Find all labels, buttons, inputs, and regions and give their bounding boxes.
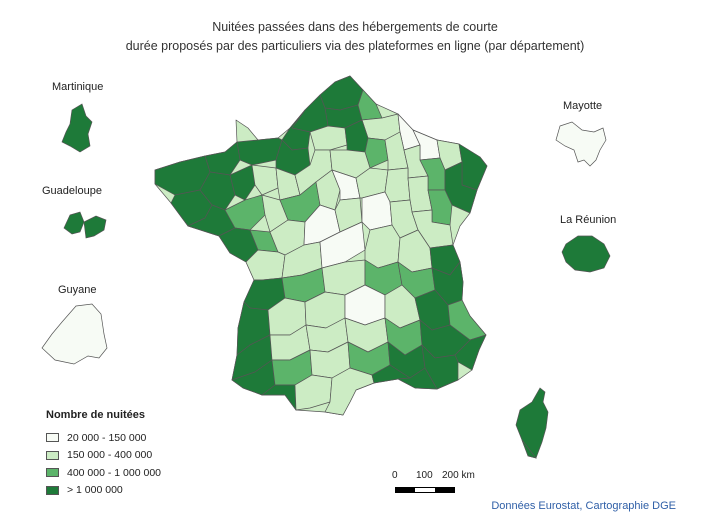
department xyxy=(357,89,383,121)
overseas-departments xyxy=(41,103,611,365)
department xyxy=(229,164,256,201)
scale-segment-black xyxy=(434,488,454,492)
scale-segment-black xyxy=(396,488,416,492)
legend: Nombre de nuitées 20 000 - 150 000 150 00… xyxy=(46,409,226,499)
scale-segment-white xyxy=(415,488,435,492)
legend-items: 20 000 - 150 000 150 000 - 400 000 400 000… xyxy=(46,429,226,499)
martinique xyxy=(61,103,93,153)
legend-swatch xyxy=(46,433,59,443)
source-credit: Données Eurostat, Cartographie DGE xyxy=(491,500,676,512)
department xyxy=(315,169,341,211)
legend-item: 20 000 - 150 000 xyxy=(46,429,226,447)
department xyxy=(334,197,363,233)
department xyxy=(458,143,488,191)
label-guyane: Guyane xyxy=(58,284,97,296)
map-title: Nuitées passées dans des hébergements de… xyxy=(0,18,710,56)
scale-tick-0: 0 xyxy=(392,470,398,481)
label-reunion: La Réunion xyxy=(560,214,617,226)
label-guadeloupe: Guadeloupe xyxy=(42,185,102,197)
department xyxy=(384,167,411,203)
legend-item: > 1 000 000 xyxy=(46,482,226,500)
guadeloupe-east xyxy=(83,215,107,239)
legend-swatch xyxy=(46,450,59,460)
guadeloupe-west xyxy=(63,211,85,235)
label-mayotte: Mayotte xyxy=(563,100,603,112)
legend-title: Nombre de nuitées xyxy=(46,409,146,421)
department xyxy=(251,164,279,196)
scale-tick-100: 100 xyxy=(416,470,433,481)
department xyxy=(364,137,389,169)
legend-label: 400 000 - 1 000 000 xyxy=(67,466,161,479)
reunion xyxy=(561,235,611,273)
title-line-2: durée proposés par des particuliers via … xyxy=(125,39,585,53)
department xyxy=(324,367,375,416)
scale-bar-graphic xyxy=(395,487,455,493)
mayotte xyxy=(555,121,607,167)
scale-tick-200: 200 km xyxy=(442,470,475,481)
legend-swatch xyxy=(46,468,59,478)
scale-labels: 0 100 200 km xyxy=(385,470,475,482)
legend-label: 20 000 - 150 000 xyxy=(67,431,147,444)
legend-label: > 1 000 000 xyxy=(67,484,123,497)
metropolitan-france xyxy=(154,75,488,416)
department xyxy=(364,224,401,269)
scale-bar: 0 100 200 km xyxy=(385,470,475,500)
corsica-south xyxy=(521,439,537,459)
legend-label: 150 000 - 400 000 xyxy=(67,449,153,462)
corsica-north xyxy=(515,387,549,459)
legend-item: 150 000 - 400 000 xyxy=(46,447,226,465)
department xyxy=(319,75,364,111)
label-martinique: Martinique xyxy=(52,81,104,93)
department xyxy=(361,191,393,231)
legend-item: 400 000 - 1 000 000 xyxy=(46,464,226,482)
guyane xyxy=(41,303,108,365)
department xyxy=(397,367,438,390)
legend-swatch xyxy=(46,485,59,495)
corsica xyxy=(515,387,549,459)
title-line-1: Nuitées passées dans des hébergements de… xyxy=(212,20,498,34)
